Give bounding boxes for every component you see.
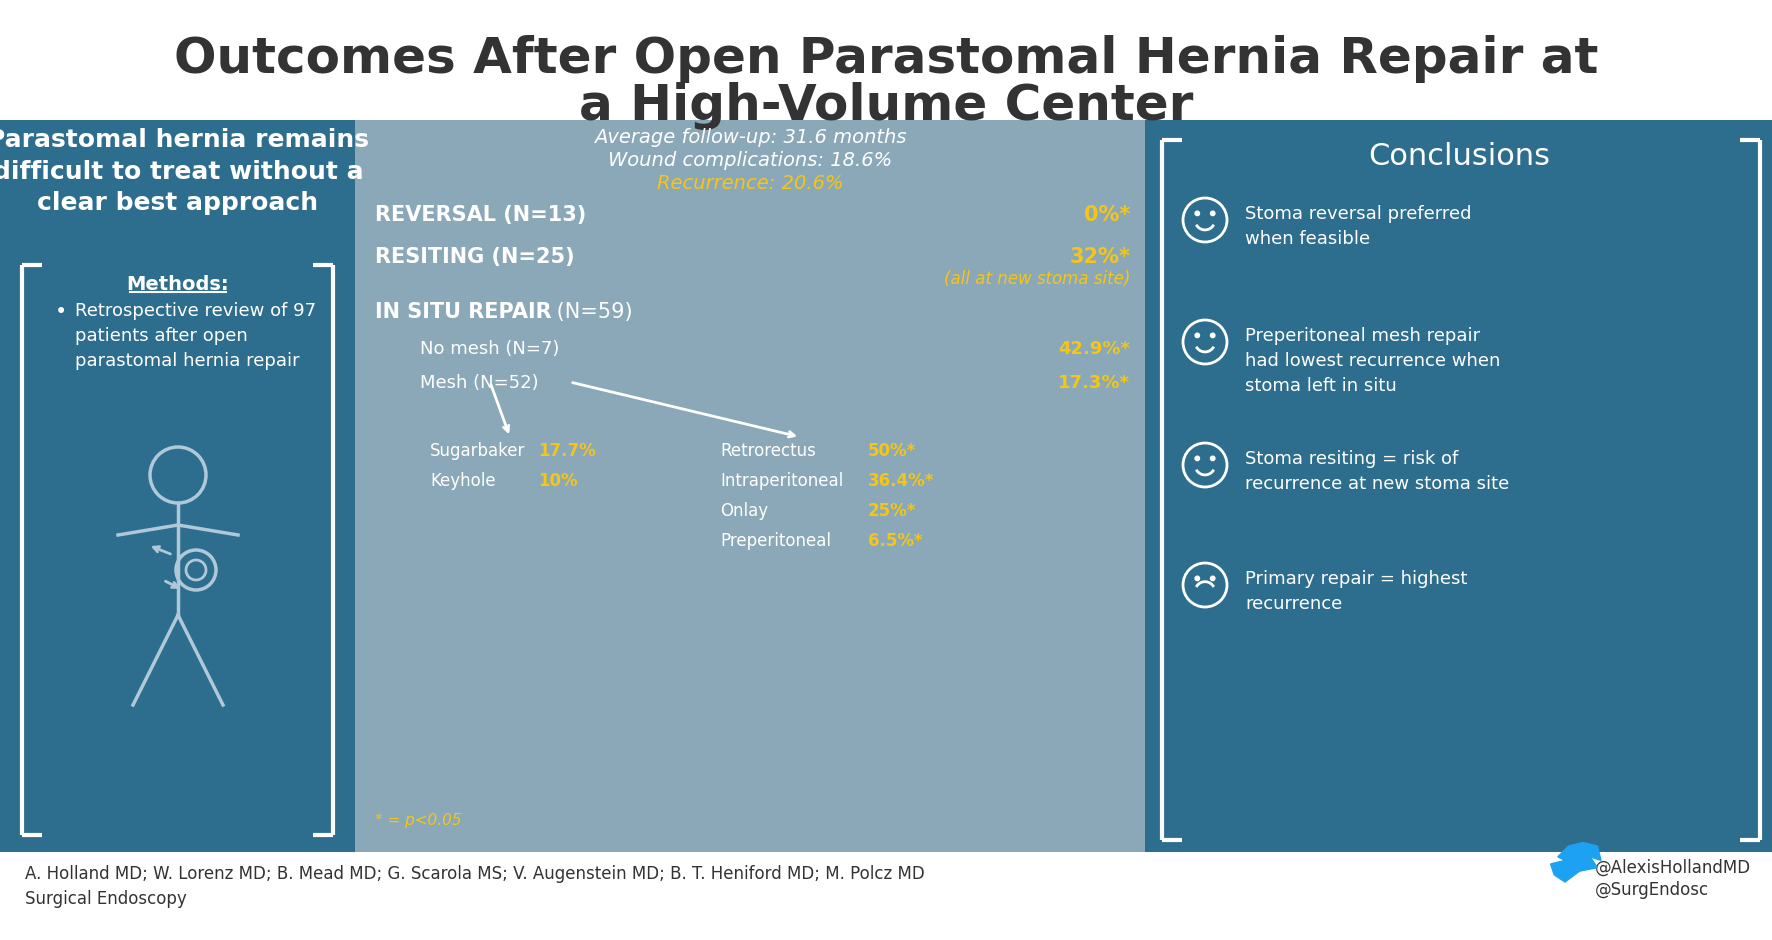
Circle shape (1194, 456, 1200, 461)
Polygon shape (1550, 842, 1600, 882)
Text: 50%*: 50%* (868, 442, 916, 460)
Text: Primary repair = highest
recurrence: Primary repair = highest recurrence (1246, 570, 1467, 613)
Text: * = p<0.05: * = p<0.05 (376, 813, 462, 828)
Text: 6.5%*: 6.5%* (868, 532, 923, 550)
Text: Intraperitoneal: Intraperitoneal (719, 472, 843, 490)
Text: Average follow-up: 31.6 months: Average follow-up: 31.6 months (594, 128, 905, 147)
Text: Conclusions: Conclusions (1368, 142, 1550, 171)
Text: No mesh (N=7): No mesh (N=7) (420, 340, 560, 358)
Text: 0%*: 0%* (1084, 205, 1131, 225)
Text: Preperitoneal mesh repair
had lowest recurrence when
stoma left in situ: Preperitoneal mesh repair had lowest rec… (1246, 327, 1501, 395)
Text: IN SITU REPAIR: IN SITU REPAIR (376, 302, 551, 322)
Text: Retrorectus: Retrorectus (719, 442, 815, 460)
Text: Mesh (N=52): Mesh (N=52) (420, 374, 539, 392)
Text: Keyhole: Keyhole (431, 472, 496, 490)
Text: 17.7%: 17.7% (539, 442, 595, 460)
Text: Parastomal hernia remains
difficult to treat without a
clear best approach: Parastomal hernia remains difficult to t… (0, 128, 369, 215)
Text: 32%*: 32%* (1069, 247, 1131, 267)
Circle shape (1194, 333, 1200, 337)
Text: Methods:: Methods: (126, 275, 229, 294)
Bar (354, 120, 1145, 852)
Text: Stoma reversal preferred
when feasible: Stoma reversal preferred when feasible (1246, 205, 1471, 248)
Text: (all at new stoma site): (all at new stoma site) (944, 270, 1131, 288)
Circle shape (1194, 576, 1200, 581)
Text: Wound complications: 18.6%: Wound complications: 18.6% (608, 151, 891, 170)
Text: Recurrence: 20.6%: Recurrence: 20.6% (657, 174, 843, 193)
Text: •: • (55, 302, 67, 322)
Text: Outcomes After Open Parastomal Hernia Repair at: Outcomes After Open Parastomal Hernia Re… (174, 35, 1598, 83)
Text: a High-Volume Center: a High-Volume Center (579, 82, 1193, 130)
Text: 10%: 10% (539, 472, 578, 490)
Text: A. Holland MD; W. Lorenz MD; B. Mead MD; G. Scarola MS; V. Augenstein MD; B. T. : A. Holland MD; W. Lorenz MD; B. Mead MD;… (25, 865, 925, 883)
Circle shape (1210, 333, 1216, 337)
Text: Preperitoneal: Preperitoneal (719, 532, 831, 550)
Text: 36.4%*: 36.4%* (868, 472, 934, 490)
Text: @SurgEndosc: @SurgEndosc (1595, 881, 1710, 899)
Text: @AlexisHollandMD: @AlexisHollandMD (1595, 859, 1751, 877)
Text: (N=59): (N=59) (549, 302, 633, 322)
Text: RESITING (N=25): RESITING (N=25) (376, 247, 574, 267)
Circle shape (1194, 212, 1200, 215)
Text: 42.9%*: 42.9%* (1058, 340, 1131, 358)
Text: Stoma resiting = risk of
recurrence at new stoma site: Stoma resiting = risk of recurrence at n… (1246, 450, 1510, 493)
Text: REVERSAL (N=13): REVERSAL (N=13) (376, 205, 587, 225)
Circle shape (1210, 212, 1216, 215)
Text: Onlay: Onlay (719, 502, 767, 520)
Text: Retrospective review of 97
patients after open
parastomal hernia repair: Retrospective review of 97 patients afte… (74, 302, 315, 370)
Text: 17.3%*: 17.3%* (1058, 374, 1131, 392)
Circle shape (1210, 576, 1216, 581)
Circle shape (1210, 456, 1216, 461)
Bar (0, 120, 354, 852)
Text: Sugarbaker: Sugarbaker (431, 442, 525, 460)
Text: 25%*: 25%* (868, 502, 916, 520)
Bar (1145, 120, 1772, 852)
Text: Surgical Endoscopy: Surgical Endoscopy (25, 890, 186, 908)
